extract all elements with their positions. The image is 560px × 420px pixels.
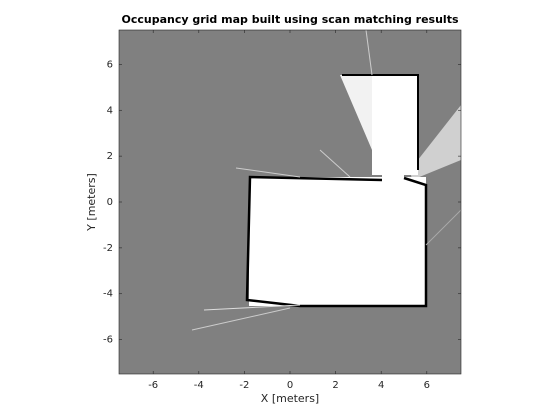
x-tick-label: -6: [148, 380, 158, 391]
x-tick-label: -2: [239, 380, 249, 391]
x-tick-label: 6: [424, 380, 430, 391]
scan-ray: [203, 304, 301, 311]
scan-ray: [319, 149, 351, 178]
upper-room: [372, 75, 418, 175]
y-axis-label: Y [meters]: [85, 173, 98, 232]
chart-title: Occupancy grid map built using scan matc…: [121, 13, 458, 26]
scan-ray: [235, 167, 301, 178]
wall: [342, 74, 419, 170]
x-tick-label: -4: [194, 380, 204, 391]
x-tick-label: 0: [287, 380, 293, 391]
occupancy-map: [191, 29, 462, 331]
x-axis-label: X [meters]: [261, 392, 319, 405]
doorway: [382, 165, 404, 179]
y-tick-label: 0: [107, 197, 113, 208]
y-tick-label: -4: [103, 289, 113, 300]
y-tick-label: 6: [107, 59, 113, 70]
scan-fan: [410, 105, 461, 180]
main-room: [249, 177, 426, 306]
scan-ray: [191, 307, 291, 331]
x-tick-label: 4: [378, 380, 384, 391]
wall: [245, 175, 428, 308]
scan-ray: [365, 29, 373, 76]
y-tick-label: 4: [107, 105, 113, 116]
y-tick-label: -6: [103, 335, 113, 346]
y-tick-label: -2: [103, 243, 113, 254]
x-tick-label: 2: [332, 380, 338, 391]
scan-ray: [425, 209, 462, 246]
y-tick-label: 2: [107, 151, 113, 162]
